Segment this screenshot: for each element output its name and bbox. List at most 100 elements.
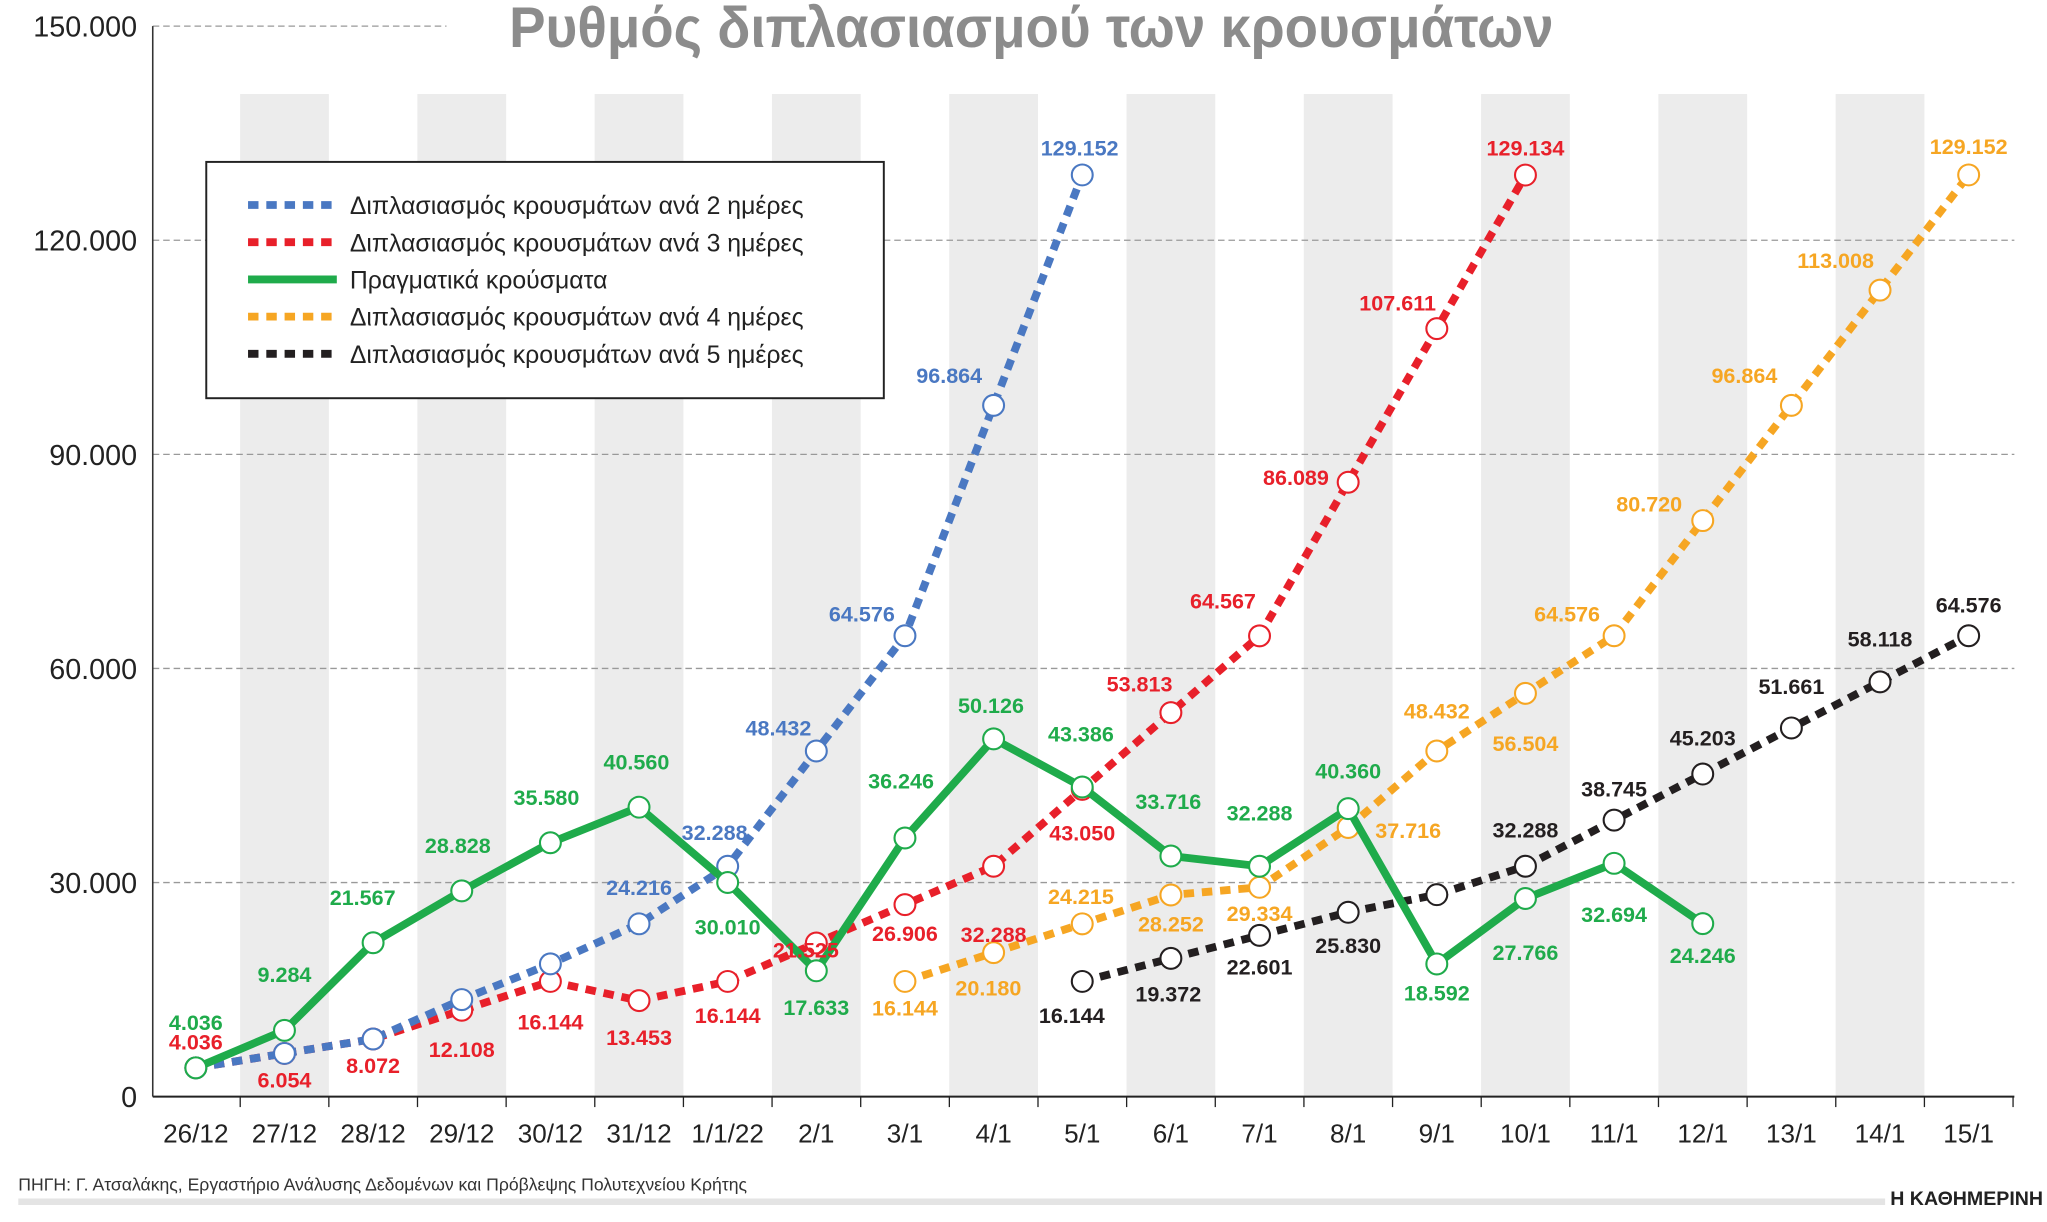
- data-label: 64.576: [1936, 593, 2002, 617]
- data-label: 25.830: [1315, 934, 1381, 958]
- data-point: [1868, 670, 1892, 694]
- data-point: [1425, 317, 1449, 341]
- brand-logo: Η ΚΑΘΗΜΕΡΙΝΗ: [1890, 1188, 2043, 1210]
- x-tick-label: 15/1: [1943, 1118, 1994, 1148]
- data-label: 58.118: [1848, 628, 1913, 652]
- data-label: 19.372: [1135, 982, 1201, 1006]
- data-point: [1070, 912, 1094, 936]
- column-band: [949, 94, 1038, 1097]
- data-point: [272, 1018, 296, 1042]
- data-point: [538, 952, 562, 976]
- series-line: [195, 173, 1529, 1072]
- data-label: 32.288: [961, 923, 1027, 947]
- data-label: 107.611: [1359, 291, 1436, 315]
- source-note: ΠΗΓΗ: Γ. Ατσαλάκης, Εργαστήριο Ανάλυσης …: [18, 1175, 747, 1195]
- x-axis-ticks: 26/12 27/12 28/12 29/12 30/12 31/12 1/1/22 2/1 3…: [163, 1096, 2014, 1148]
- data-label: 9.284: [258, 963, 312, 987]
- chart-title: Ρυθμός διπλασιασμού των κρουσμάτων: [509, 0, 1553, 60]
- series-5: [1070, 624, 1981, 993]
- data-label: 32.288: [682, 821, 748, 845]
- legend-label: Διπλασιασμός κρουσμάτων ανά 3 ημέρες: [350, 230, 804, 257]
- data-point: [627, 912, 651, 936]
- data-label: 28.252: [1138, 913, 1204, 937]
- data-point: [893, 893, 917, 917]
- data-point: [1691, 912, 1715, 936]
- data-label: 18.592: [1404, 982, 1470, 1006]
- data-label: 48.432: [1404, 699, 1470, 723]
- x-tick-label: 29/12: [429, 1118, 494, 1148]
- y-tick-label: 150.000: [33, 12, 137, 44]
- gridlines: [151, 25, 2015, 1098]
- legend: Διπλασιασμός κρουσμάτων ανά 2 ημέρες Διπλ…: [205, 160, 885, 400]
- footer-bar: [18, 1198, 1886, 1205]
- series-4: [893, 163, 1981, 993]
- data-point: [804, 959, 828, 983]
- data-point: [893, 624, 917, 648]
- data-point: [1159, 844, 1183, 868]
- data-label: 16.144: [695, 1004, 761, 1028]
- data-label: 26.906: [872, 922, 938, 946]
- data-point: [982, 941, 1006, 965]
- data-label: 64.576: [1534, 602, 1600, 626]
- data-label: 40.360: [1315, 760, 1381, 784]
- x-tick-label: 11/1: [1590, 1118, 1639, 1148]
- data-label: 6.054: [258, 1068, 312, 1092]
- data-label: 21.567: [330, 886, 396, 910]
- legend-label: Διπλασιασμός κρουσμάτων ανά 2 ημέρες: [350, 193, 804, 220]
- data-label: 13.453: [606, 1026, 672, 1050]
- x-tick-label: 8/1: [1330, 1118, 1366, 1148]
- data-label: 51.661: [1758, 675, 1824, 699]
- data-label: 96.864: [1711, 364, 1777, 388]
- x-tick-label: 26/12: [163, 1118, 228, 1148]
- data-label: 24.215: [1048, 885, 1114, 909]
- data-label: 129.152: [1930, 135, 2008, 159]
- data-point: [272, 1041, 296, 1065]
- data-point: [1425, 883, 1449, 907]
- x-tick-label: 4/1: [975, 1118, 1011, 1148]
- y-tick-label: 60.000: [49, 654, 137, 686]
- data-point: [1691, 762, 1715, 786]
- data-label: 32.288: [1493, 818, 1559, 842]
- data-label: 113.008: [1797, 249, 1874, 273]
- data-label: 16.144: [872, 996, 938, 1020]
- data-point: [1248, 875, 1272, 899]
- data-label: 8.072: [346, 1054, 400, 1078]
- data-point: [1336, 470, 1360, 494]
- series-1: [184, 163, 1094, 1080]
- data-label: 32.694: [1581, 903, 1647, 927]
- data-label: 27.766: [1493, 941, 1559, 965]
- data-label: 32.288: [1227, 802, 1293, 826]
- data-point: [1070, 969, 1094, 993]
- data-point: [1602, 808, 1626, 832]
- data-label: 80.720: [1616, 492, 1682, 516]
- data-point: [1159, 883, 1183, 907]
- legend-label: Πραγματικά κρούσματα: [350, 268, 608, 295]
- x-tick-label: 28/12: [340, 1118, 405, 1148]
- data-label: 129.152: [1041, 136, 1119, 160]
- data-label: 30.010: [695, 916, 761, 940]
- data-point: [1425, 952, 1449, 976]
- x-tick-label: 30/12: [518, 1118, 583, 1148]
- x-tick-label: 31/12: [606, 1118, 671, 1148]
- data-point: [1691, 509, 1715, 533]
- y-tick-label: 0: [121, 1082, 137, 1114]
- x-tick-label: 5/1: [1064, 1118, 1100, 1148]
- data-label: 50.126: [958, 694, 1024, 718]
- data-label: 22.601: [1227, 956, 1293, 980]
- data-point: [1248, 624, 1272, 648]
- data-point: [184, 1056, 208, 1080]
- column-band: [1835, 94, 1925, 1097]
- data-label: 24.246: [1670, 944, 1736, 968]
- data-point: [1070, 163, 1094, 187]
- data-label: 43.386: [1048, 722, 1114, 746]
- data-label: 38.745: [1581, 778, 1647, 802]
- series-line: [195, 173, 1086, 1072]
- x-tick-label: 12/1: [1677, 1118, 1728, 1148]
- data-label: 129.134: [1487, 136, 1565, 160]
- data-label: 16.144: [517, 1011, 583, 1035]
- x-tick-label: 2/1: [798, 1118, 834, 1148]
- data-point: [450, 879, 474, 903]
- data-point: [1779, 393, 1803, 417]
- series-line: [903, 172, 1972, 986]
